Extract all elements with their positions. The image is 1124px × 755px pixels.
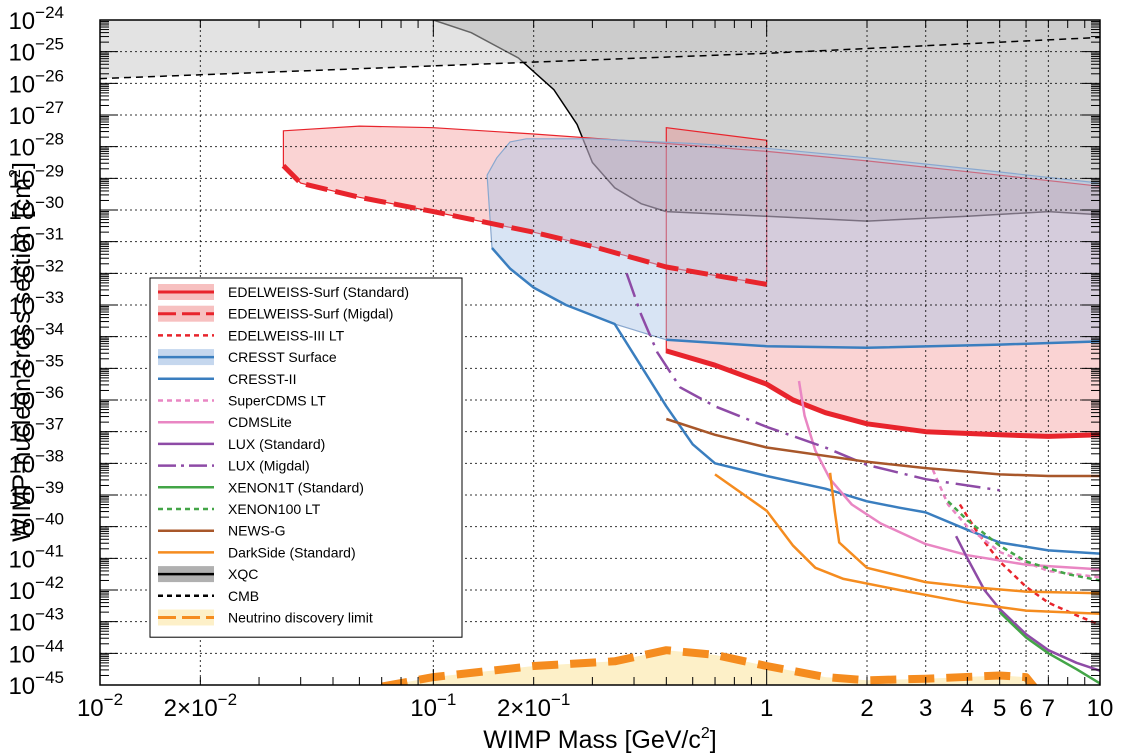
x-tick-label: 4 bbox=[961, 695, 974, 722]
y-tick-label: 10−25 bbox=[8, 35, 64, 67]
region-edge-xqc bbox=[433, 20, 1100, 222]
legend-item-lux-migdal: LUX (Migdal) bbox=[158, 458, 310, 474]
legend-item-lux-standard: LUX (Standard) bbox=[158, 436, 325, 452]
legend-label: LUX (Standard) bbox=[228, 436, 325, 452]
y-tick-label: 10−26 bbox=[8, 66, 64, 98]
y-axis-title: WIMP-nucleon cross section [cm2] bbox=[7, 162, 36, 542]
legend-item-supercdms-lt: SuperCDMS LT bbox=[158, 393, 326, 409]
legend-label: DarkSide (Standard) bbox=[228, 544, 356, 560]
plot-frame bbox=[99, 19, 1101, 686]
y-tick-label: 10−33 bbox=[8, 288, 64, 320]
y-tick-label: 10−36 bbox=[8, 383, 64, 415]
series-cdmslite bbox=[797, 380, 1100, 571]
legend-item-xenon1t-standard: XENON1T (Standard) bbox=[158, 479, 364, 495]
series-fill-neutrino-discovery-limit bbox=[381, 650, 1038, 685]
series-supercdms-lt bbox=[931, 469, 1100, 579]
series-lux-migdal bbox=[625, 272, 1000, 492]
legend-label: CMB bbox=[228, 588, 259, 604]
legend-label: CRESST-II bbox=[228, 371, 296, 387]
series-xenon100-lt bbox=[947, 500, 1100, 582]
y-tick-labels: 10−2410−2510−2610−2710−2810−2910−3010−31… bbox=[8, 3, 64, 700]
series-edelweiss-iii-lt bbox=[958, 503, 1100, 626]
legend-label: NEWS-G bbox=[228, 523, 286, 539]
legend-item-xenon100-lt: XENON100 LT bbox=[158, 501, 321, 517]
series-cresst-ii bbox=[491, 247, 1100, 555]
y-tick-label: 10−31 bbox=[8, 225, 64, 257]
series-darkside-standard bbox=[828, 472, 1100, 595]
y-tick-label: 10−45 bbox=[8, 668, 64, 700]
region-edge-cmb bbox=[100, 36, 1100, 80]
y-tick-label: 10−27 bbox=[8, 98, 64, 130]
x-tick-label: 6 bbox=[1019, 695, 1032, 722]
legend-item-darkside-standard: DarkSide (Standard) bbox=[158, 544, 356, 560]
x-tick-labels: 10−2 2×10−2 10−1 2×10−1 1 2 3 4 5 6 7 10 bbox=[77, 690, 1113, 722]
x-tick-label: 5 bbox=[993, 695, 1006, 722]
region-cmb bbox=[100, 20, 1100, 79]
y-tick-label: 10−40 bbox=[8, 510, 64, 542]
legend-item-edelweiss-iii-lt: EDELWEISS-III LT bbox=[158, 327, 345, 343]
x-tick-label: 2 bbox=[860, 695, 873, 722]
x-axis-title: WIMP Mass [GeV/c2] bbox=[483, 725, 717, 754]
legend-item-edelweiss-surf-standard: EDELWEISS-Surf (Standard) bbox=[158, 284, 409, 300]
y-tick-label: 10−42 bbox=[8, 573, 64, 605]
x-tick-label: 10 bbox=[1087, 695, 1114, 722]
x-tick-label: 1 bbox=[760, 695, 773, 722]
legend-label: EDELWEISS-III LT bbox=[228, 327, 345, 343]
y-tick-label: 10−30 bbox=[8, 193, 64, 225]
y-tick-label: 10−41 bbox=[8, 541, 64, 573]
limit-curves bbox=[281, 163, 1100, 685]
y-tick-label: 10−28 bbox=[8, 130, 64, 162]
legend-label: LUX (Migdal) bbox=[228, 458, 310, 474]
series-edelweiss-surf-migdal bbox=[281, 163, 768, 287]
legend-item-cresst-surface: CRESST Surface bbox=[158, 349, 337, 366]
series-darkside-standard bbox=[714, 473, 1100, 616]
legend-label: Neutrino discovery limit bbox=[228, 610, 373, 626]
series-cresst-ii bbox=[666, 338, 1100, 350]
legend-item-neutrino-discovery-limit: Neutrino discovery limit bbox=[158, 609, 373, 626]
legend: EDELWEISS-Surf (Standard) EDELWEISS-Surf … bbox=[149, 277, 463, 638]
y-tick-label: 10−38 bbox=[8, 446, 64, 478]
series-neutrino-discovery-limit bbox=[380, 646, 1038, 685]
axes bbox=[99, 19, 1101, 686]
y-tick-label: 10−34 bbox=[8, 320, 64, 352]
legend-label: EDELWEISS-Surf (Migdal) bbox=[228, 306, 393, 322]
y-tick-label: 10−32 bbox=[8, 256, 64, 288]
series-news-g bbox=[665, 417, 1100, 478]
x-tick-label: 2×10−1 bbox=[497, 690, 570, 722]
x-tick-label: 3 bbox=[919, 695, 932, 722]
y-tick-label: 10−29 bbox=[8, 161, 64, 193]
legend-label: XENON100 LT bbox=[228, 501, 321, 517]
legend-item-xqc: XQC bbox=[158, 566, 258, 583]
x-tick-label: 10−1 bbox=[410, 690, 456, 722]
y-tick-label: 10−43 bbox=[8, 605, 64, 637]
legend-item-cresst-ii: CRESST-II bbox=[158, 371, 296, 387]
legend-item-cdmslite: CDMSLite bbox=[158, 414, 292, 430]
y-tick-label: 10−35 bbox=[8, 351, 64, 383]
y-tick-label: 10−44 bbox=[8, 636, 64, 668]
series-lux-standard bbox=[954, 535, 1100, 672]
y-tick-label: 10−39 bbox=[8, 478, 64, 510]
legend-item-news-g: NEWS-G bbox=[158, 523, 286, 539]
legend-item-cmb: CMB bbox=[158, 588, 259, 604]
y-tick-label: 10−37 bbox=[8, 415, 64, 447]
legend-label: CDMSLite bbox=[228, 414, 292, 430]
series-xenon1t-standard bbox=[998, 611, 1100, 685]
legend-label: SuperCDMS LT bbox=[228, 393, 326, 409]
series-edelweiss-surf-standard bbox=[665, 348, 1100, 439]
legend-label: XQC bbox=[228, 566, 258, 582]
y-tick-label: 10−24 bbox=[8, 3, 64, 35]
legend-label: EDELWEISS-Surf (Standard) bbox=[228, 284, 409, 300]
x-tick-label: 10−2 bbox=[77, 690, 123, 722]
legend-item-edelweiss-surf-migdal: EDELWEISS-Surf (Migdal) bbox=[158, 305, 393, 322]
x-tick-label: 7 bbox=[1042, 695, 1055, 722]
x-tick-label: 2×10−2 bbox=[164, 690, 237, 722]
legend-label: XENON1T (Standard) bbox=[228, 479, 364, 495]
legend-label: CRESST Surface bbox=[228, 349, 337, 365]
